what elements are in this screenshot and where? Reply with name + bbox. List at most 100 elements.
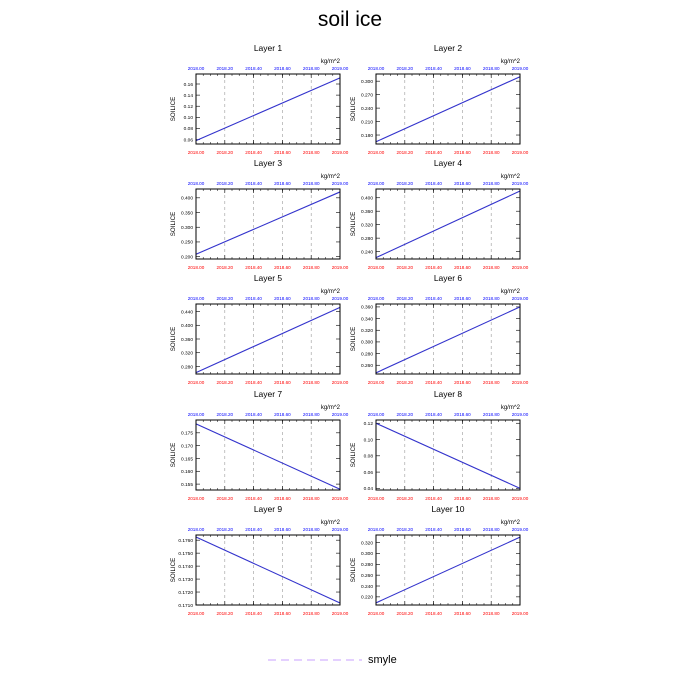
panel-9-y-tick-label: 0.1710 xyxy=(178,603,193,609)
panel-8-frame xyxy=(375,419,521,491)
panel-5-y-axis-label: SOILICE xyxy=(170,327,177,351)
panel-2-frame xyxy=(375,73,521,145)
panel-3-x-tick-label-bottom: 2018.60 xyxy=(274,265,291,270)
panel-2-x-tick-label-top: 2019.00 xyxy=(512,66,529,71)
panel-9-y-tick-label: 0.1740 xyxy=(178,564,193,570)
panel-10-y-tick-label: 0.320 xyxy=(361,540,373,546)
panel-2-y-tick-label: 0.300 xyxy=(361,79,373,85)
panel-1-y-tick-label: 0.12 xyxy=(184,104,194,110)
panel-6-y-tick-label: 0.340 xyxy=(361,316,373,322)
panel-4-x-tick-label-bottom: 2018.80 xyxy=(483,265,500,270)
panel-6-y-tick-label: 0.260 xyxy=(361,363,373,369)
panel-1-x-tick-label-top: 2018.60 xyxy=(274,66,291,71)
panel-1-series-line xyxy=(195,77,341,142)
panel-8-y-tick-label: 0.04 xyxy=(364,486,374,492)
panel-2-x-tick-label-bottom: 2018.20 xyxy=(396,150,413,155)
panel-9-y-tick-label: 0.1760 xyxy=(178,538,193,544)
panel-6-x-tick-label-top: 2018.80 xyxy=(483,296,500,301)
panel-9-x-tick-label-top: 2018.20 xyxy=(216,527,233,532)
panel-1-y-tick-label: 0.10 xyxy=(184,115,194,121)
panel-4-x-tick-label-bottom: 2018.00 xyxy=(368,265,385,270)
panel-5-x-tick-label-bottom: 2018.00 xyxy=(188,380,205,385)
panel-4-y-axis-label: SOILICE xyxy=(350,212,357,236)
panel-6-x-tick-label-top: 2018.00 xyxy=(368,296,385,301)
panel-9-x-tick-label-top: 2018.00 xyxy=(188,527,205,532)
panel-1-x-tick-label-bottom: 2018.00 xyxy=(188,150,205,155)
panel-1-x-tick-label-top: 2018.20 xyxy=(216,66,233,71)
panel-1-x-tick-label-top: 2018.40 xyxy=(245,66,262,71)
panel-1-x-tick-label-bottom: 2019.00 xyxy=(332,150,349,155)
panel-6-y-tick-label: 0.360 xyxy=(361,305,373,311)
panel-4-title: Layer 4 xyxy=(434,158,463,168)
panel-5-title: Layer 5 xyxy=(254,273,283,283)
panel-3-y-axis-label: SOILICE xyxy=(170,212,177,236)
panel-9-title: Layer 9 xyxy=(254,504,283,514)
panel-3-title: Layer 3 xyxy=(254,158,283,168)
panel-6-x-tick-label-bottom: 2018.00 xyxy=(368,380,385,385)
panel-7-x-tick-label-top: 2018.80 xyxy=(303,412,320,417)
panel-7-series-line xyxy=(195,423,341,490)
legend-line-icon xyxy=(268,659,362,661)
panel-10-units-label: kg/m^2 xyxy=(501,520,521,526)
panel-3-x-tick-label-bottom: 2018.20 xyxy=(216,265,233,270)
panel-10-y-tick-label: 0.240 xyxy=(361,584,373,590)
panel-8-x-tick-label-top: 2019.00 xyxy=(512,412,529,417)
panel-3-x-tick-label-bottom: 2018.80 xyxy=(303,265,320,270)
panel-3-y-tick-label: 0.400 xyxy=(181,196,193,202)
panel-10-x-tick-label-top: 2018.40 xyxy=(425,527,442,532)
panel-1-y-tick-label: 0.06 xyxy=(184,137,194,143)
panel-9-y-tick-label: 0.1720 xyxy=(178,590,193,596)
panel-2-y-tick-label: 0.270 xyxy=(361,92,373,98)
panel-3-x-tick-label-top: 2018.60 xyxy=(274,181,291,186)
panel-2-x-tick-label-bottom: 2019.00 xyxy=(512,150,529,155)
panel-9-frame xyxy=(195,534,341,606)
panel-3-x-tick-label-bottom: 2018.40 xyxy=(245,265,262,270)
panel-10-y-tick-label: 0.300 xyxy=(361,551,373,557)
panel-6-x-tick-label-bottom: 2018.60 xyxy=(454,380,471,385)
panel-6-x-tick-label-bottom: 2018.20 xyxy=(396,380,413,385)
panel-8-title: Layer 8 xyxy=(434,389,463,399)
panel-10-y-tick-label: 0.280 xyxy=(361,562,373,568)
panel-7-x-tick-label-top: 2018.40 xyxy=(245,412,262,417)
panel-1-frame xyxy=(195,73,341,145)
panel-4-units-label: kg/m^2 xyxy=(501,174,521,180)
panel-1-x-tick-label-top: 2019.00 xyxy=(332,66,349,71)
panel-5-frame xyxy=(195,303,341,375)
panel-1-x-tick-label-bottom: 2018.40 xyxy=(245,150,262,155)
panel-2-x-tick-label-top: 2018.80 xyxy=(483,66,500,71)
legend-label: smyle xyxy=(368,654,397,666)
panel-5-x-tick-label-top: 2018.20 xyxy=(216,296,233,301)
panel-8-y-tick-label: 0.10 xyxy=(364,437,374,443)
panel-9-x-tick-label-top: 2018.40 xyxy=(245,527,262,532)
panel-2-y-tick-label: 0.210 xyxy=(361,119,373,125)
panel-8-x-tick-label-bottom: 2018.60 xyxy=(454,496,471,501)
panel-4-x-tick-label-bottom: 2018.40 xyxy=(425,265,442,270)
panel-4-x-tick-label-top: 2018.40 xyxy=(425,181,442,186)
panel-10-x-tick-label-top: 2018.00 xyxy=(368,527,385,532)
panel-4-x-tick-label-bottom: 2018.20 xyxy=(396,265,413,270)
panel-1-y-axis-label: SOILICE xyxy=(170,97,177,121)
panel-3-series-line xyxy=(195,191,341,255)
panel-5-y-tick-label: 0.400 xyxy=(181,323,193,329)
panel-8-x-tick-label-bottom: 2019.00 xyxy=(512,496,529,501)
panel-7-units-label: kg/m^2 xyxy=(321,405,341,411)
panel-10-x-tick-label-bottom: 2018.60 xyxy=(454,611,471,616)
panel-7-y-tick-label: 0.155 xyxy=(181,482,193,488)
panel-5-x-tick-label-bottom: 2018.60 xyxy=(274,380,291,385)
panel-3-y-tick-label: 0.300 xyxy=(181,225,193,231)
panel-2-y-axis-label: SOILICE xyxy=(350,97,357,121)
panel-3-x-tick-label-bottom: 2019.00 xyxy=(332,265,349,270)
panel-4-y-tick-label: 0.240 xyxy=(361,249,373,255)
panel-7-x-tick-label-top: 2019.00 xyxy=(332,412,349,417)
panel-5-x-tick-label-top: 2018.40 xyxy=(245,296,262,301)
panel-3-frame xyxy=(195,188,341,260)
panel-9-y-tick-label: 0.1730 xyxy=(178,577,193,583)
panel-10-y-tick-label: 0.220 xyxy=(361,595,373,601)
panel-2-title: Layer 2 xyxy=(434,43,463,53)
panel-4-y-tick-label: 0.400 xyxy=(361,196,373,202)
panel-8-units-label: kg/m^2 xyxy=(501,405,521,411)
panel-9-x-tick-label-bottom: 2018.00 xyxy=(188,611,205,616)
panel-7-x-tick-label-bottom: 2018.40 xyxy=(245,496,262,501)
panel-5-x-tick-label-top: 2018.80 xyxy=(303,296,320,301)
